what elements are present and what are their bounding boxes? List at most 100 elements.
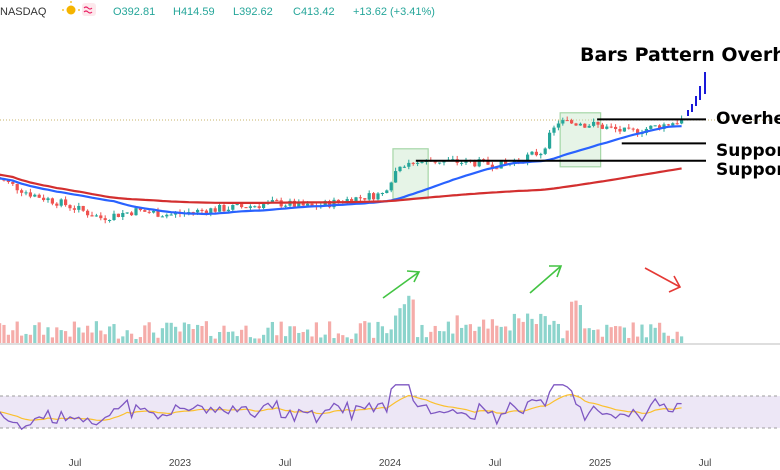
volume-bar bbox=[675, 331, 679, 343]
volume-bar bbox=[446, 321, 450, 343]
candle-body bbox=[42, 197, 46, 201]
volume-bar bbox=[411, 299, 415, 343]
candle-body bbox=[284, 205, 288, 207]
weather-icon bbox=[62, 1, 80, 15]
candle-body bbox=[367, 193, 371, 200]
volume-bar bbox=[464, 324, 468, 343]
volume-bar bbox=[231, 331, 235, 343]
volume-bar bbox=[416, 337, 420, 343]
candle-body bbox=[561, 120, 565, 124]
volume-bar bbox=[631, 322, 635, 343]
candle-body bbox=[420, 161, 424, 163]
volume-bar bbox=[402, 304, 406, 343]
volume-bar bbox=[156, 337, 160, 343]
volume-bar bbox=[438, 331, 442, 343]
volume-bar bbox=[213, 338, 217, 343]
volume-bar bbox=[116, 338, 120, 343]
candle-body bbox=[152, 210, 156, 213]
candle-body bbox=[486, 159, 490, 165]
volume-bar bbox=[319, 337, 323, 343]
candle-body bbox=[37, 194, 41, 198]
volume-bar bbox=[644, 337, 648, 343]
volume-bar bbox=[534, 324, 538, 343]
candle-body bbox=[587, 125, 591, 128]
ohlc-low: L392.62 bbox=[233, 6, 273, 18]
volume-bar bbox=[424, 337, 428, 343]
candle-body bbox=[196, 209, 200, 213]
volume-bar bbox=[429, 331, 433, 343]
support-resistance-lines bbox=[415, 72, 706, 162]
candle-body bbox=[253, 206, 257, 208]
volume-bar bbox=[587, 328, 591, 343]
volume-bar bbox=[270, 321, 274, 343]
candle-body bbox=[169, 214, 173, 216]
candle-body bbox=[191, 212, 195, 214]
volume-bar bbox=[482, 319, 486, 343]
volume-bar bbox=[627, 337, 631, 343]
candle-body bbox=[636, 129, 640, 135]
candle-body bbox=[473, 161, 477, 167]
candle-body bbox=[103, 218, 107, 221]
candle-body bbox=[50, 198, 54, 204]
volume-bar bbox=[169, 322, 173, 343]
candle-body bbox=[552, 127, 556, 133]
candle-body bbox=[138, 208, 142, 211]
volume-bar bbox=[68, 336, 72, 343]
volume-bar bbox=[147, 322, 151, 343]
volume-bar bbox=[596, 329, 600, 343]
volume-bar bbox=[658, 322, 662, 343]
volume-bar bbox=[125, 330, 129, 343]
candle-body bbox=[363, 198, 367, 200]
volume-bar bbox=[636, 336, 640, 343]
volume-bar bbox=[108, 326, 112, 343]
volume-bar bbox=[398, 308, 402, 343]
ohlc-open: O392.81 bbox=[113, 6, 155, 18]
volume-bar bbox=[81, 332, 85, 343]
candle-body bbox=[675, 123, 679, 125]
candle-body bbox=[658, 125, 662, 129]
candle-body bbox=[556, 123, 560, 128]
volume-bar bbox=[112, 324, 116, 343]
candle-body bbox=[200, 209, 204, 211]
candle-body bbox=[534, 151, 538, 156]
volume-bar bbox=[640, 324, 644, 343]
candle-body bbox=[134, 208, 138, 216]
volume-bar bbox=[143, 325, 147, 343]
candle-body bbox=[605, 126, 609, 129]
volume-bar bbox=[653, 327, 657, 343]
volume-bar bbox=[350, 338, 354, 343]
volume-bar bbox=[460, 327, 464, 343]
volume-bar bbox=[671, 338, 675, 343]
candle-body bbox=[226, 209, 230, 212]
candle-body bbox=[653, 125, 657, 127]
volume-bars bbox=[0, 295, 684, 343]
volume-bar bbox=[517, 318, 521, 343]
candle-body bbox=[28, 192, 32, 197]
volume-bar bbox=[455, 315, 459, 343]
volume-bar bbox=[64, 331, 68, 343]
candle-body bbox=[609, 126, 613, 128]
volume-bar bbox=[314, 322, 318, 343]
volume-bar bbox=[490, 319, 494, 343]
candle-body bbox=[539, 153, 543, 156]
volume-bar bbox=[275, 335, 279, 343]
volume-bar bbox=[72, 321, 76, 343]
volume-bar bbox=[90, 332, 94, 343]
volume-bar bbox=[473, 330, 477, 343]
volume-bar bbox=[310, 336, 314, 343]
volume-bar bbox=[394, 315, 398, 343]
ohlc-high: H414.59 bbox=[173, 6, 215, 18]
candle-body bbox=[354, 197, 358, 204]
volume-bar bbox=[407, 295, 411, 343]
overhead-label: Overhe bbox=[716, 109, 780, 129]
candle-body bbox=[495, 168, 499, 170]
volume-bar bbox=[442, 331, 446, 343]
moving-averages bbox=[0, 125, 682, 216]
candle-body bbox=[77, 205, 81, 210]
volume-bar bbox=[253, 338, 257, 343]
volume-bar bbox=[618, 326, 622, 343]
candle-body bbox=[11, 181, 15, 184]
volume-bar bbox=[86, 325, 90, 343]
volume-bar bbox=[279, 321, 283, 343]
